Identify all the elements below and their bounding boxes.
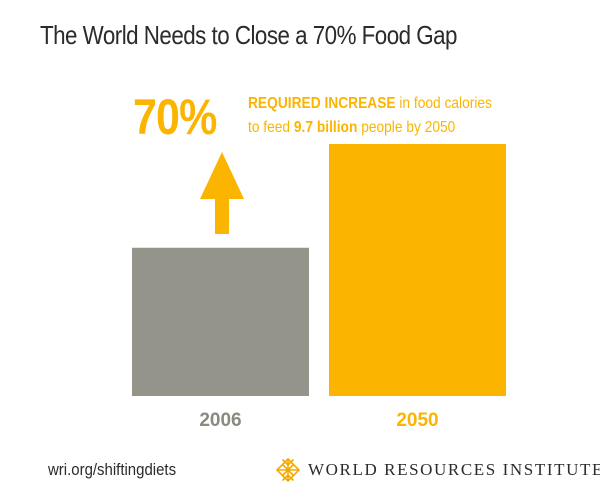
bar-2050 [329,144,506,396]
bar-2006 [132,247,309,396]
increase-percentage: 70% [133,89,217,145]
callout-strong-1: REQUIRED INCREASE [248,95,396,112]
org-name: WORLD RESOURCES INSTITUTE [308,460,600,479]
callout-post-2: people by 2050 [357,119,456,136]
up-arrow-icon [200,152,244,234]
tick-label-2006: 2006 [199,410,241,431]
callout-rest-1: in food calories [395,95,492,112]
wri-logo[interactable]: WORLD RESOURCES INSTITUTE [276,458,600,482]
increase-callout: REQUIRED INCREASE in food calories to fe… [248,92,492,140]
footer-url-link[interactable]: wri.org/shiftingdiets [48,460,177,479]
chart-title: The World Needs to Close a 70% Food Gap [40,20,457,50]
callout-strong-2: 9.7 billion [293,119,358,136]
callout-line-2: to feed 9.7 billion people by 2050 [248,116,492,140]
callout-line-1: REQUIRED INCREASE in food calories [248,92,492,116]
tick-label-2050: 2050 [396,410,438,431]
callout-pre-2: to feed [248,119,294,136]
wri-lattice-logo-icon [276,458,300,482]
